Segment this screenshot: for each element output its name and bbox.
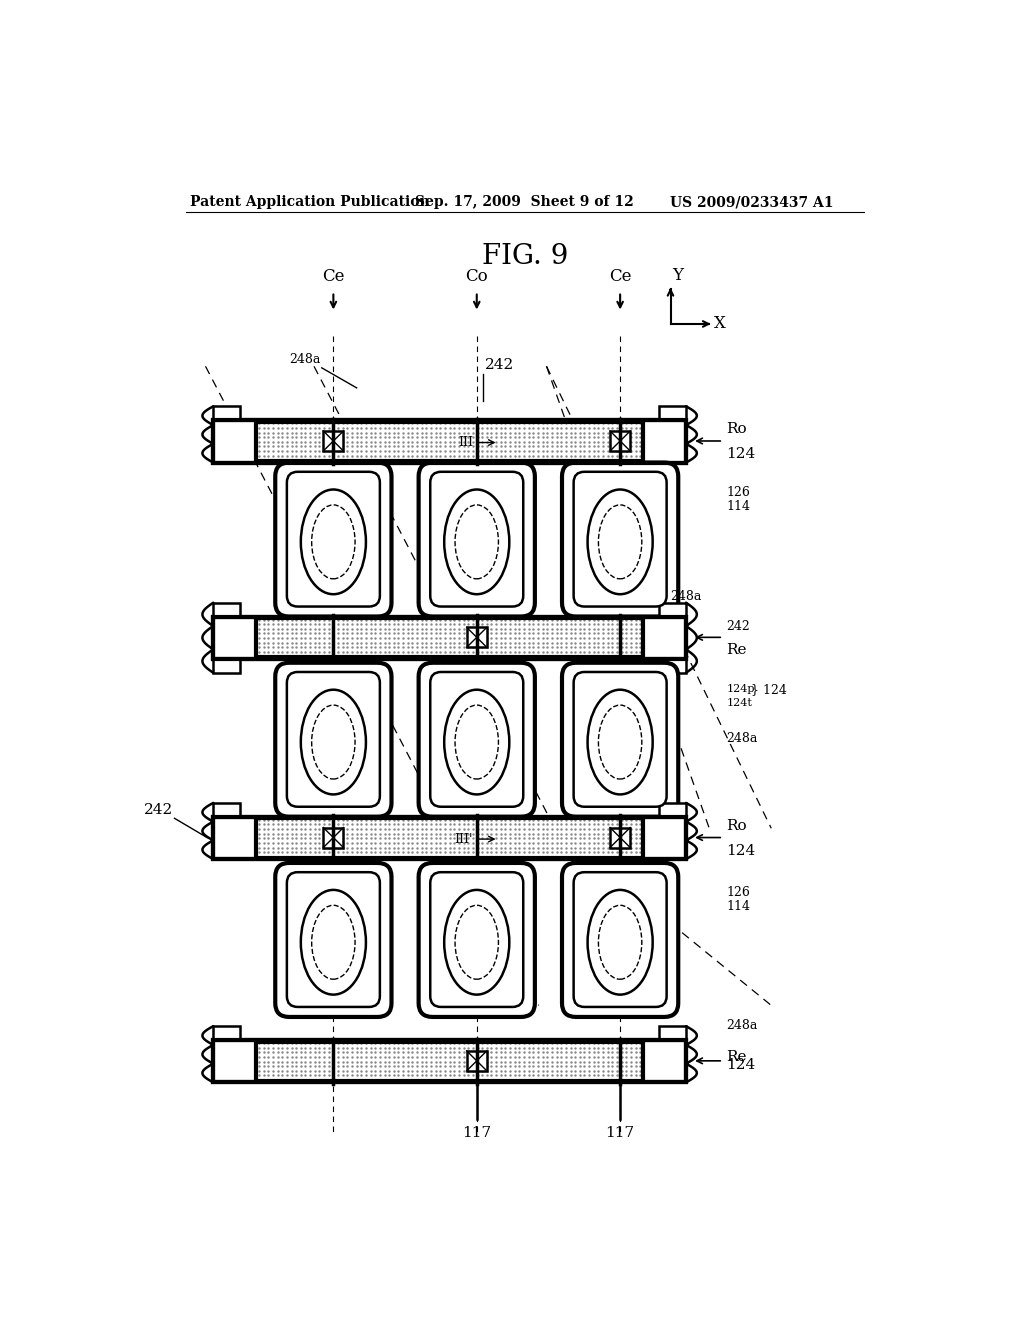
Bar xyxy=(213,1040,686,1082)
FancyBboxPatch shape xyxy=(419,663,535,817)
Text: 122: 122 xyxy=(450,544,473,557)
Text: Y: Y xyxy=(672,267,683,284)
Bar xyxy=(213,420,686,462)
Bar xyxy=(324,828,343,847)
Text: III': III' xyxy=(455,833,473,846)
Text: 126: 126 xyxy=(726,886,751,899)
Bar xyxy=(610,828,630,847)
Bar xyxy=(213,803,241,817)
Text: 248a: 248a xyxy=(671,590,701,603)
Bar xyxy=(658,1026,686,1040)
FancyBboxPatch shape xyxy=(287,471,380,607)
Text: FIG. 9: FIG. 9 xyxy=(481,243,568,271)
Text: 112: 112 xyxy=(449,570,473,583)
FancyBboxPatch shape xyxy=(287,873,380,1007)
Text: Ro: Ro xyxy=(726,818,746,833)
Bar xyxy=(213,817,686,859)
Text: IV': IV' xyxy=(643,869,660,882)
Text: III: III xyxy=(458,436,473,449)
FancyBboxPatch shape xyxy=(419,462,535,616)
Text: 242: 242 xyxy=(143,803,173,817)
FancyBboxPatch shape xyxy=(275,663,391,817)
FancyBboxPatch shape xyxy=(573,873,667,1007)
Bar xyxy=(256,818,643,858)
Bar xyxy=(256,1041,643,1081)
Text: Sep. 17, 2009  Sheet 9 of 12: Sep. 17, 2009 Sheet 9 of 12 xyxy=(415,195,634,210)
FancyBboxPatch shape xyxy=(573,672,667,807)
Bar xyxy=(213,817,686,859)
Text: Ce: Ce xyxy=(323,268,345,285)
Text: 102: 102 xyxy=(350,739,380,754)
Text: 124p: 124p xyxy=(726,684,755,694)
Bar xyxy=(213,420,686,462)
Text: Re: Re xyxy=(726,644,746,657)
Text: 124t: 124t xyxy=(726,698,753,708)
Bar xyxy=(610,430,630,451)
Bar xyxy=(658,659,686,673)
Text: 248a: 248a xyxy=(726,733,758,744)
Bar xyxy=(658,407,686,420)
Text: 248a: 248a xyxy=(289,354,321,367)
Bar xyxy=(658,803,686,817)
FancyBboxPatch shape xyxy=(430,672,523,807)
Text: 114: 114 xyxy=(726,499,751,512)
Text: 124: 124 xyxy=(726,843,756,858)
FancyBboxPatch shape xyxy=(287,672,380,807)
Bar xyxy=(213,603,241,616)
Text: Co: Co xyxy=(465,268,488,285)
Text: 124: 124 xyxy=(726,1057,756,1072)
FancyBboxPatch shape xyxy=(275,462,391,616)
Text: X: X xyxy=(714,315,726,333)
FancyBboxPatch shape xyxy=(419,863,535,1016)
Text: 114: 114 xyxy=(726,900,751,913)
Bar xyxy=(213,659,241,673)
Bar xyxy=(213,616,686,659)
Text: 242: 242 xyxy=(484,359,514,372)
Text: 114: 114 xyxy=(449,486,473,499)
Text: 117: 117 xyxy=(462,1126,492,1139)
Bar xyxy=(213,1040,686,1082)
Text: 117: 117 xyxy=(605,1126,635,1139)
Text: 248a: 248a xyxy=(726,1019,758,1032)
Bar xyxy=(467,1051,486,1071)
Bar xyxy=(213,1026,241,1040)
Text: } 124: } 124 xyxy=(751,684,787,696)
Bar xyxy=(256,618,643,657)
Text: 114: 114 xyxy=(449,702,473,715)
FancyBboxPatch shape xyxy=(275,863,391,1016)
Text: US 2009/0233437 A1: US 2009/0233437 A1 xyxy=(671,195,834,210)
Text: 124: 124 xyxy=(726,447,756,461)
Text: 126: 126 xyxy=(449,686,473,698)
FancyBboxPatch shape xyxy=(430,873,523,1007)
Bar xyxy=(658,603,686,616)
Text: Re: Re xyxy=(726,1049,746,1064)
Text: 126: 126 xyxy=(449,516,473,529)
Text: 126: 126 xyxy=(726,486,751,499)
Bar xyxy=(256,1041,643,1081)
Bar xyxy=(256,818,643,858)
Text: Ro: Ro xyxy=(726,422,746,437)
Bar xyxy=(256,422,643,461)
FancyBboxPatch shape xyxy=(562,863,678,1016)
Text: Patent Application Publication: Patent Application Publication xyxy=(190,195,430,210)
Text: Ce: Ce xyxy=(609,268,632,285)
Bar xyxy=(467,627,486,647)
Bar xyxy=(324,430,343,451)
FancyBboxPatch shape xyxy=(562,462,678,616)
Bar xyxy=(256,422,643,461)
Bar xyxy=(213,407,241,420)
FancyBboxPatch shape xyxy=(573,471,667,607)
Bar xyxy=(256,618,643,657)
Bar xyxy=(213,616,686,659)
Text: 242: 242 xyxy=(726,619,750,632)
FancyBboxPatch shape xyxy=(562,663,678,817)
FancyBboxPatch shape xyxy=(430,471,523,607)
Text: IV: IV xyxy=(643,473,657,486)
